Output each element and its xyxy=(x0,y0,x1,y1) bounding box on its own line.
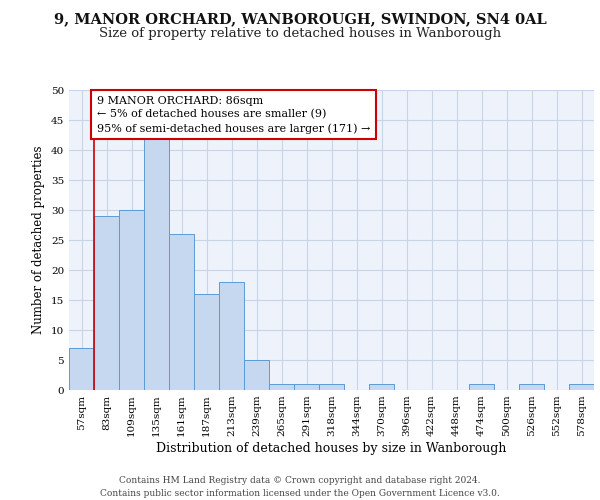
Bar xyxy=(469,384,494,390)
Bar xyxy=(144,138,169,390)
Text: 9, MANOR ORCHARD, WANBOROUGH, SWINDON, SN4 0AL: 9, MANOR ORCHARD, WANBOROUGH, SWINDON, S… xyxy=(53,12,547,26)
Bar xyxy=(269,384,294,390)
Bar xyxy=(69,348,94,390)
Bar xyxy=(244,360,269,390)
Text: Size of property relative to detached houses in Wanborough: Size of property relative to detached ho… xyxy=(99,26,501,40)
X-axis label: Distribution of detached houses by size in Wanborough: Distribution of detached houses by size … xyxy=(157,442,506,455)
Bar xyxy=(94,216,119,390)
Bar xyxy=(294,384,319,390)
Bar xyxy=(519,384,544,390)
Bar xyxy=(119,210,144,390)
Bar xyxy=(369,384,394,390)
Y-axis label: Number of detached properties: Number of detached properties xyxy=(32,146,46,334)
Text: 9 MANOR ORCHARD: 86sqm
← 5% of detached houses are smaller (9)
95% of semi-detac: 9 MANOR ORCHARD: 86sqm ← 5% of detached … xyxy=(97,96,370,134)
Bar xyxy=(169,234,194,390)
Bar xyxy=(219,282,244,390)
Bar xyxy=(194,294,219,390)
Text: Contains HM Land Registry data © Crown copyright and database right 2024.
Contai: Contains HM Land Registry data © Crown c… xyxy=(100,476,500,498)
Bar xyxy=(319,384,344,390)
Bar xyxy=(569,384,594,390)
